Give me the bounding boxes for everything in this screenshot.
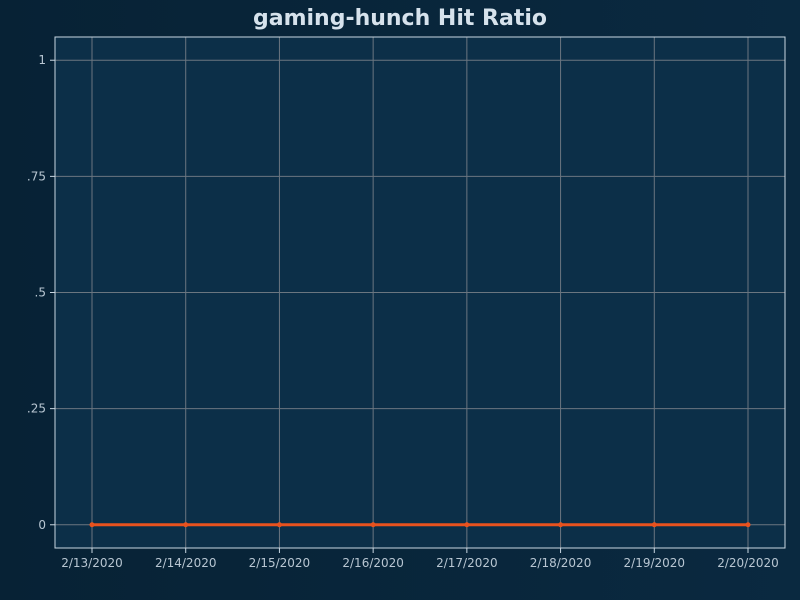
y-tick-label: .75 [27,169,46,183]
plot-frame [54,36,786,549]
data-point [464,522,470,528]
y-tick-label: 0 [38,518,46,532]
x-tick-label: 2/16/2020 [342,556,404,570]
chart-title: gaming-hunch Hit Ratio [252,6,548,31]
x-tick-label: 2/15/2020 [249,556,311,570]
data-point [183,522,189,528]
data-point [370,522,376,528]
x-tick-label: 2/14/2020 [155,556,217,570]
x-tick-label: 2/13/2020 [61,556,123,570]
data-point [745,522,751,528]
data-point [89,522,95,528]
data-point [558,522,564,528]
data-point [651,522,657,528]
x-tick-label: 2/17/2020 [436,556,498,570]
y-tick-label: .5 [35,286,46,300]
x-tick-label: 2/20/2020 [717,556,779,570]
y-tick-label: 1 [38,53,46,67]
y-tick-label: .25 [27,402,46,416]
data-point [276,522,282,528]
x-tick-label: 2/19/2020 [624,556,686,570]
x-tick-label: 2/18/2020 [530,556,592,570]
